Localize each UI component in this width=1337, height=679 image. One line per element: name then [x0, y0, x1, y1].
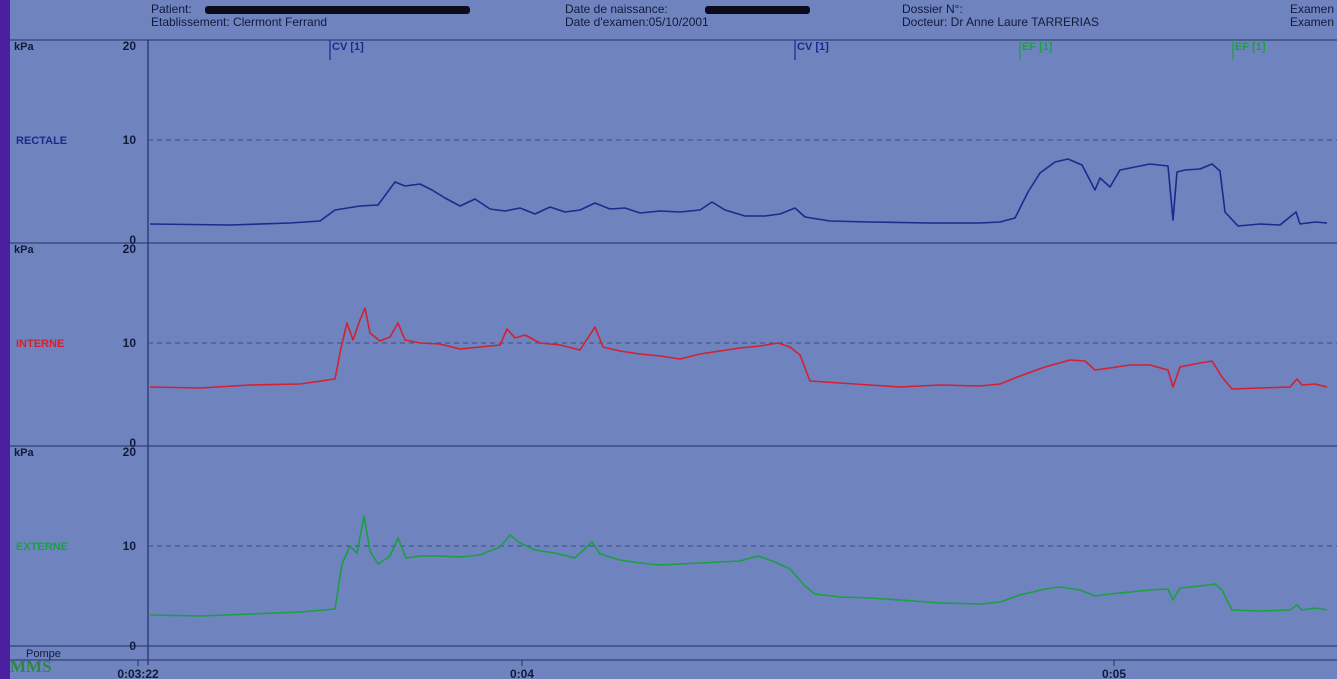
- patient-name-redaction: [205, 6, 470, 14]
- y-tick-label: 0: [129, 639, 136, 653]
- trace-layer: [149, 158, 1328, 617]
- unit-label: kPa: [14, 244, 34, 256]
- pump-label: Pompe: [26, 648, 61, 660]
- grid-layer: [10, 39, 1337, 666]
- x-tick-label: 0:04: [510, 667, 534, 679]
- mms-logo: MMS: [10, 657, 52, 676]
- channel-label-rectale: RECTALE: [16, 135, 67, 147]
- channel-label-externe: EXTERNE: [16, 541, 68, 553]
- channel-label-interne: INTERNE: [16, 338, 64, 350]
- establishment-text: Etablissement: Clermont Ferrand: [151, 15, 328, 29]
- y-tick-label: 20: [123, 39, 137, 53]
- event-marker-label: CV [1]: [797, 41, 829, 53]
- event-marker-label: EF [1]: [1022, 41, 1053, 53]
- event-marker-label: EF [1]: [1235, 41, 1266, 53]
- y-tick-label: 10: [123, 539, 137, 553]
- birth-date-redaction: [705, 6, 810, 14]
- unit-label: kPa: [14, 41, 34, 53]
- event-marker-layer: CV [1] CV [1] EF [1] EF [1]: [329, 40, 1266, 60]
- patient-label: Patient:: [151, 2, 192, 16]
- trace-externe: [149, 515, 1328, 617]
- y-tick-label: 10: [123, 133, 137, 147]
- dossier-label: Dossier N°:: [902, 2, 963, 16]
- trace-rectale: [149, 158, 1328, 227]
- birth-date-label: Date de naissance:: [565, 2, 668, 16]
- y-tick-label: 0: [129, 436, 136, 450]
- manometry-chart-frame: Patient: Etablissement: Clermont Ferrand…: [10, 0, 1337, 679]
- y-tick-label: 20: [123, 242, 137, 256]
- event-marker-label: CV [1]: [332, 41, 364, 53]
- y-tick-label: 10: [123, 336, 137, 350]
- exam-label-1: Examen: [1290, 2, 1335, 16]
- trace-interne: [149, 307, 1328, 390]
- exam-label-2: Examen: [1290, 15, 1335, 29]
- x-tick-label: 0:05: [1102, 667, 1126, 679]
- x-tick-label: 0:03:22: [117, 667, 159, 679]
- y-tick-label: 20: [123, 445, 137, 459]
- doctor-text: Docteur: Dr Anne Laure TARRERIAS: [902, 15, 1099, 29]
- pressure-trace-chart: CV [1] CV [1] EF [1] EF [1] kPa 20 10 0 RECTALE…: [10, 39, 1337, 679]
- exam-date-text: Date d'examen:05/10/2001: [565, 15, 709, 29]
- unit-label: kPa: [14, 447, 34, 459]
- y-tick-label: 0: [129, 233, 136, 247]
- axis-label-layer: kPa 20 10 0 RECTALE kPa 20 10 0 INTERNE kPa 20 10 0 EX…: [14, 39, 1126, 679]
